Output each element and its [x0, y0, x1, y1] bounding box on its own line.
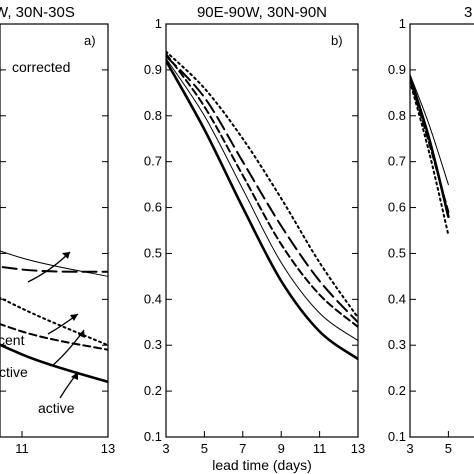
x-tick-label: 7: [239, 441, 246, 456]
panel-c: 3 0.1 0.2 0.3 0.4 0.5 0.6 0.7 0.8 0.9 1 3 5: [388, 4, 474, 456]
series-line-dotted: [166, 50, 358, 319]
y-tick-label: 0.3: [144, 337, 162, 352]
y-tick-label: 0.9: [388, 62, 406, 77]
arrowhead-l: [62, 252, 70, 259]
y-tick-label: 0.5: [144, 245, 162, 260]
series-line-dotted: [410, 80, 450, 237]
annotation-cent: cent: [0, 332, 25, 348]
series-line-thick: [166, 59, 358, 361]
arrow-heads: [62, 252, 85, 380]
annotation-corrected: corrected: [12, 59, 70, 75]
x-tick-label: 13: [351, 441, 365, 456]
y-tick-label: 0.4: [144, 291, 162, 306]
panel-b-lines: [166, 50, 358, 361]
series-line-thin: [166, 57, 358, 342]
x-tick-label: 11: [15, 441, 29, 456]
y-tick-label: 0.8: [388, 108, 406, 123]
series-line-thin: [410, 74, 449, 186]
arrowhead-active: [71, 372, 78, 380]
y-tick-label: 0.2: [388, 383, 406, 398]
x-axis-label: lead time (days): [212, 457, 312, 473]
panel-a-title: W, 30N-30S: [0, 4, 75, 21]
y-tick-label: 0.1: [388, 429, 406, 444]
series-line-thin: [0, 250, 108, 277]
y-tick-label: 0.8: [144, 108, 162, 123]
panel-frame: [0, 23, 109, 438]
panel-frame: [409, 23, 474, 438]
y-tick-label: 0.7: [388, 154, 406, 169]
y-tick-label: 1: [155, 16, 162, 31]
annotation-active: active: [38, 400, 75, 416]
y-tick-label: 0.4: [388, 291, 406, 306]
series-line-long-dash: [0, 265, 108, 273]
y-tick-label: 1: [399, 16, 406, 31]
y-tick-label: 0.1: [144, 429, 162, 444]
x-tick-label: 3: [406, 441, 413, 456]
panel-c-lines: [410, 74, 450, 237]
series-line-dashed: [0, 322, 108, 351]
panel-b-title: 90E-90W, 30N-90N: [197, 4, 327, 21]
x-tick-label: 5: [201, 441, 208, 456]
x-tick-label: 3: [162, 441, 169, 456]
y-tick-label: 0.6: [144, 200, 162, 215]
x-tick-label: 5: [445, 441, 452, 456]
y-tick-label: 0.6: [388, 200, 406, 215]
panel-c-title: 3: [464, 4, 472, 21]
series-line-dashed: [166, 52, 358, 328]
x-tick-label: 9: [278, 441, 285, 456]
series-line-long-dash: [166, 55, 358, 324]
y-tick-label: 0.5: [388, 245, 406, 260]
panel-b-label: b): [331, 33, 343, 48]
y-tick-label: 0.9: [144, 62, 162, 77]
arrowhead-ctive: [78, 330, 85, 338]
arrowhead-cent: [70, 314, 78, 321]
y-tick-label: 0.3: [388, 337, 406, 352]
panel-a-label: a): [84, 33, 96, 48]
series-line-thick: [0, 343, 108, 384]
panel-b-axes: 0.10.20.30.40.50.60.70.80.913 5 7 9 11 13: [144, 16, 365, 456]
panel-a-lines: [0, 250, 108, 384]
x-tick-label: 13: [101, 441, 115, 456]
y-tick-label: 0.7: [144, 154, 162, 169]
arrow-l: [27, 251, 71, 283]
y-tick-label: 0.2: [144, 383, 162, 398]
x-tick-label: 11: [313, 441, 327, 456]
panel-frame: [165, 23, 359, 438]
series-line-dotted: [0, 296, 108, 347]
annotation-ctive: ctive: [0, 364, 28, 380]
panel-c-axes: 0.1 0.2 0.3 0.4 0.5 0.6 0.7 0.8 0.9 1 3 5: [388, 16, 474, 456]
panel-b: 90E-90W, 30N-90N 0.1 0.2 0.3 0.4 0.5 0.6 0.7 0.…: [144, 4, 365, 473]
